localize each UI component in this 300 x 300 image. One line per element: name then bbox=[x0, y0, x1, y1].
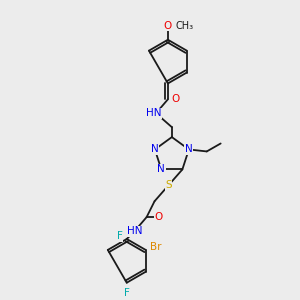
Text: N: N bbox=[185, 145, 193, 154]
Text: Br: Br bbox=[150, 242, 161, 252]
Text: HN: HN bbox=[146, 108, 162, 118]
Text: O: O bbox=[154, 212, 163, 222]
Text: S: S bbox=[165, 180, 172, 190]
Text: O: O bbox=[172, 94, 180, 104]
Text: CH₃: CH₃ bbox=[176, 21, 194, 31]
Text: O: O bbox=[164, 21, 172, 31]
Text: F: F bbox=[124, 288, 130, 298]
Text: N: N bbox=[158, 164, 165, 174]
Text: N: N bbox=[151, 145, 159, 154]
Text: F: F bbox=[117, 231, 123, 241]
Text: HN: HN bbox=[127, 226, 142, 236]
